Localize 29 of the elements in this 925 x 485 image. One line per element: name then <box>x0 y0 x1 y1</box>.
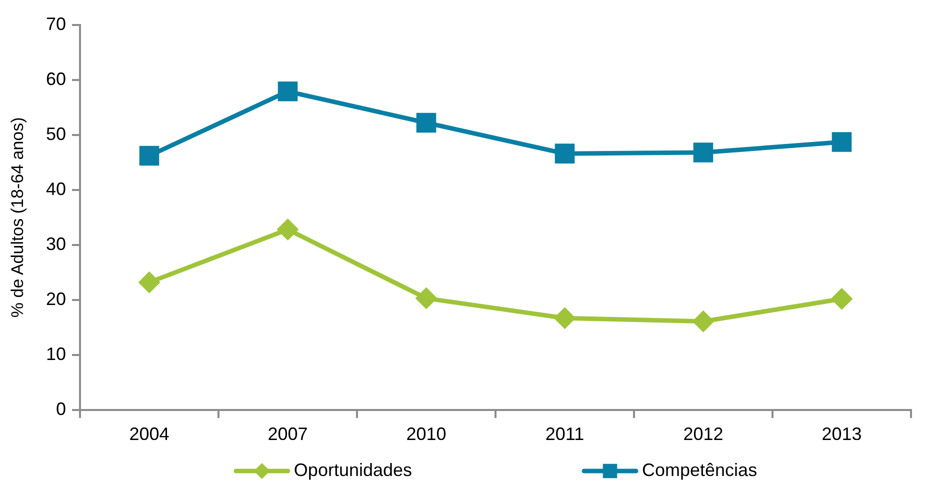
y-tick-label: 10 <box>46 344 66 364</box>
point <box>415 287 438 310</box>
point <box>692 310 714 332</box>
point <box>278 81 298 102</box>
y-tick-label: 70 <box>46 14 66 34</box>
x-tick-label: 2004 <box>129 424 170 444</box>
x-tick-label: 2012 <box>683 424 724 444</box>
point <box>416 112 436 133</box>
point <box>138 271 160 294</box>
point <box>139 146 160 166</box>
x-tick-label: 2010 <box>406 424 446 444</box>
point <box>693 142 714 162</box>
point <box>832 132 852 152</box>
y-tick-label: 30 <box>46 234 66 254</box>
y-tick-label: 60 <box>46 68 66 89</box>
legend-label: Oportunidades <box>294 460 412 480</box>
legend-label: Competências <box>642 460 758 480</box>
x-tick-label: 2013 <box>822 424 862 444</box>
y-tick-label: 50 <box>46 124 66 144</box>
y-tick-label: 0 <box>56 398 66 419</box>
point <box>276 218 299 241</box>
point <box>830 288 853 310</box>
point <box>554 307 576 330</box>
y-tick-label: 40 <box>46 178 66 199</box>
y-tick-label: 20 <box>46 288 66 309</box>
x-tick-label: 2007 <box>268 424 308 444</box>
point <box>554 144 575 164</box>
x-tick-label: 2011 <box>545 424 584 444</box>
y-axis-title: % de Adultos (18-64 anos) <box>8 117 27 318</box>
